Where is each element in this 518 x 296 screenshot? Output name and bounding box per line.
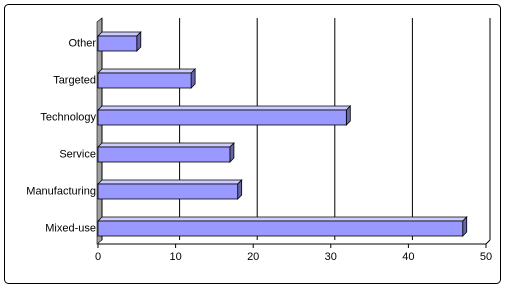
bar: [97, 179, 243, 200]
bar-face: [136, 31, 142, 52]
y-tick-label: Technology: [40, 111, 96, 123]
bar-face: [97, 105, 352, 111]
bar: [97, 105, 352, 126]
y-tick-label: Mixed-use: [45, 222, 96, 234]
bar-face: [97, 31, 142, 37]
bar: [97, 31, 142, 52]
bar: [97, 68, 197, 89]
x-tick-label: 50: [480, 251, 492, 263]
x-tick-label: 40: [402, 251, 414, 263]
bar-face: [237, 179, 243, 200]
y-tick-label: Other: [68, 37, 96, 49]
x-tick-label: 10: [169, 251, 181, 263]
x-tick-label: 30: [325, 251, 337, 263]
bar-face: [97, 109, 347, 126]
floor-edge: [485, 239, 491, 245]
bar-face: [97, 179, 243, 185]
bar: [97, 216, 468, 237]
bar-face: [229, 142, 235, 163]
bar-face: [97, 146, 231, 163]
x-tick-label: 0: [95, 251, 101, 263]
bar-face: [97, 216, 468, 222]
bar-face: [97, 220, 464, 237]
y-tick-label: Targeted: [53, 74, 96, 86]
x-tick-label: 20: [247, 251, 259, 263]
bar-face: [97, 142, 235, 148]
bar: [97, 142, 235, 163]
bar-face: [97, 68, 197, 74]
wall: [96, 17, 103, 245]
bar-face: [190, 68, 196, 89]
bar-face: [462, 216, 468, 237]
y-tick-label: Manufacturing: [26, 185, 96, 197]
bar-face: [345, 105, 351, 126]
bar-face: [97, 35, 138, 52]
y-tick-label: Service: [59, 148, 96, 160]
bar-face: [97, 183, 239, 200]
bar-face: [97, 72, 192, 89]
